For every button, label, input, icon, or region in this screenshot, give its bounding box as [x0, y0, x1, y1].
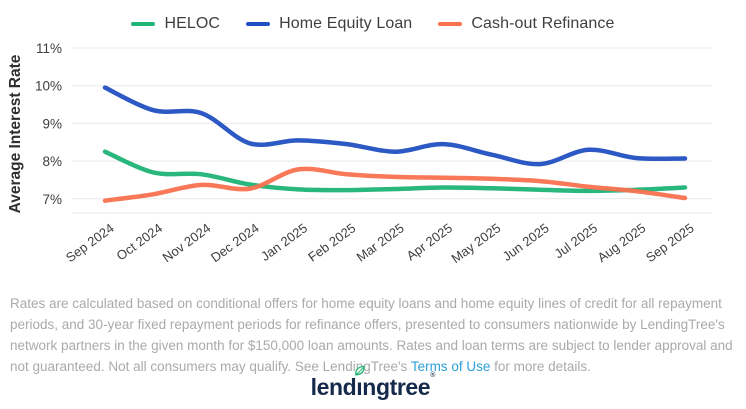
legend-swatch-icon [246, 22, 271, 26]
legend-label: Cash-out Refinance [471, 15, 615, 32]
x-tick-label: Oct 2024 [114, 220, 166, 263]
chart-area: 11% 10% 9% 8% 7% Average Interest Rate Sep 202… [0, 36, 746, 280]
lendingtree-logo: lendı ngtree® [0, 358, 746, 402]
series-line-home-equity-loan [102, 85, 688, 167]
legend-swatch-icon [438, 22, 463, 26]
legend-item-cash-out-refinance: Cash-out Refinance [438, 15, 614, 33]
rate-chart: 11% 10% 9% 8% 7% Average Interest Rate Sep 202… [7, 41, 712, 266]
legend-swatch-icon [131, 22, 156, 26]
y-tick-label: 10% [35, 79, 62, 94]
terms-of-use-link[interactable]: Terms of Use [410, 358, 491, 374]
logo-text-after: ngtree [362, 373, 431, 400]
disclaimer-after: for more details. [490, 358, 591, 374]
y-tick-label: 9% [42, 116, 62, 131]
y-tick-label: 8% [42, 154, 62, 169]
y-axis-title: Average Interest Rate [7, 54, 24, 213]
x-tick-label: Jun 2025 [500, 220, 552, 264]
series-line-cash-out-refinance [102, 166, 688, 203]
logo-trademark: ® [430, 371, 436, 379]
legend-label: HELOC [164, 15, 221, 32]
x-tick-label: Apr 2025 [404, 220, 456, 263]
logo-letter-i: ı [355, 365, 365, 399]
chart-legend: HELOC Home Equity Loan Cash-out Refinance [0, 12, 746, 36]
series-line-heloc [102, 149, 688, 194]
y-tick-label: 11% [36, 41, 62, 56]
x-tick-label: May 2025 [448, 220, 503, 266]
x-tick-label: Nov 2024 [160, 220, 214, 265]
x-tick-label: Sep 2024 [63, 220, 117, 265]
legend-label: Home Equity Loan [279, 15, 413, 32]
disclaimer-text: Rates are calculated based on conditiona… [10, 293, 740, 377]
x-tick-label: Jan 2025 [258, 220, 310, 264]
legend-item-heloc: HELOC [131, 15, 220, 33]
x-tick-label: Jul 2025 [552, 220, 601, 261]
x-tick-label: Mar 2025 [354, 220, 407, 264]
logo-text-before: lend [310, 373, 357, 400]
x-tick-label: Dec 2024 [208, 220, 262, 265]
y-tick-label: 7% [42, 192, 62, 207]
x-tick-label: Sep 2025 [643, 220, 697, 265]
leaf-icon [355, 365, 365, 375]
disclaimer-before: Rates are calculated based on conditiona… [10, 295, 733, 374]
x-tick-label: Feb 2025 [305, 220, 358, 264]
x-tick-label: Aug 2025 [595, 220, 649, 265]
legend-item-home-equity-loan: Home Equity Loan [246, 15, 412, 33]
lendingtree-wordmark: lendı ngtree® [310, 362, 436, 400]
